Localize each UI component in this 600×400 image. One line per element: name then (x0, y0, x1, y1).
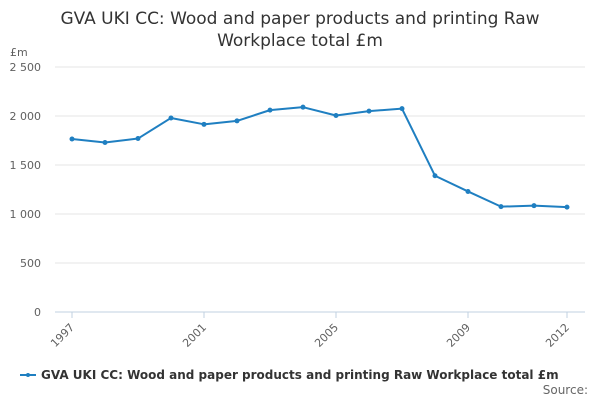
x-tick-label: 2005 (312, 321, 341, 350)
legend-series-symbol (20, 369, 36, 381)
y-tick-label: 0 (34, 306, 41, 319)
series-line (71, 106, 568, 209)
data-point (234, 118, 240, 124)
data-point (102, 139, 108, 145)
data-point (300, 104, 306, 110)
y-tick-label: 1 000 (10, 208, 42, 221)
data-point (168, 115, 174, 121)
chart-title-line-1: GVA UKI CC: Wood and paper products and … (60, 9, 540, 29)
x-tick-label: 2001 (180, 321, 209, 350)
y-tick-label: 500 (20, 257, 41, 270)
source-credit: Source: (542, 383, 588, 397)
legend-series-label: GVA UKI CC: Wood and paper products and … (41, 368, 559, 382)
x-axis-ticks: 1997 2001 2005 2009 2012 (48, 312, 572, 350)
data-point (69, 136, 75, 142)
y-tick-label: 2 500 (10, 61, 42, 74)
chart-title: GVA UKI CC: Wood and paper products and … (20, 8, 580, 52)
y-tick-label: 1 500 (10, 159, 42, 172)
data-point (432, 173, 438, 179)
data-point (135, 136, 141, 142)
data-point (366, 108, 372, 114)
y-tick-label: 2 000 (10, 110, 42, 123)
data-point (531, 203, 537, 209)
data-point (498, 204, 504, 210)
x-tick-label: 1997 (48, 321, 77, 350)
y-axis-unit-label: £m (10, 46, 28, 59)
legend[interactable]: GVA UKI CC: Wood and paper products and … (20, 367, 559, 383)
data-point (399, 106, 405, 112)
data-point (267, 107, 273, 113)
data-point (201, 121, 207, 127)
data-point (465, 188, 471, 194)
chart-title-line-2: Workplace total £m (217, 31, 383, 51)
y-axis-ticks: 0 500 1 000 1 500 2 000 2 500 (10, 61, 42, 319)
grid-lines (55, 66, 585, 313)
series-layer (69, 104, 570, 210)
x-tick-label: 2009 (444, 321, 473, 350)
x-tick-label: 2012 (543, 321, 572, 350)
legend-marker-swatch (26, 373, 30, 377)
data-point (564, 204, 570, 210)
data-point (333, 113, 339, 119)
